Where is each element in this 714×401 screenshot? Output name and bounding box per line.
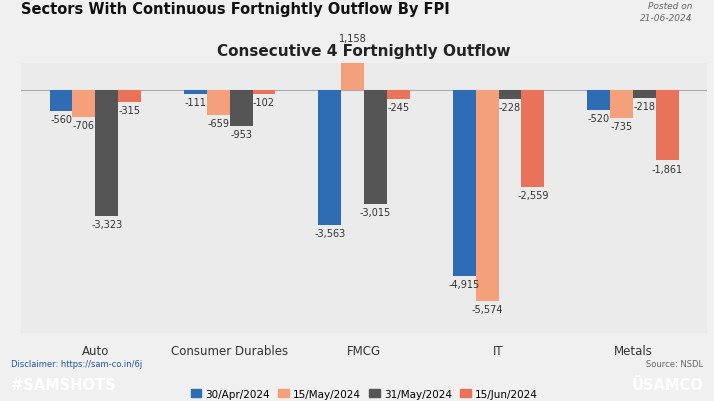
Text: -3,015: -3,015 (360, 208, 391, 218)
Text: -228: -228 (499, 102, 521, 112)
Text: -3,563: -3,563 (314, 229, 346, 239)
Title: Consecutive 4 Fortnightly Outflow: Consecutive 4 Fortnightly Outflow (217, 44, 511, 59)
Text: -245: -245 (388, 103, 409, 113)
Bar (521, 91, 544, 188)
Bar (633, 91, 655, 99)
Text: Disclaimer: https://sam-co.in/6j: Disclaimer: https://sam-co.in/6j (11, 359, 142, 368)
Bar (73, 91, 96, 117)
Bar (387, 91, 410, 100)
Text: -520: -520 (588, 113, 610, 124)
Text: -315: -315 (119, 105, 141, 115)
Bar (364, 91, 387, 205)
Bar (230, 91, 253, 127)
Bar (207, 91, 230, 115)
Text: #SAMSHOTS: #SAMSHOTS (11, 377, 116, 392)
Bar (610, 91, 633, 118)
Text: Sectors With Continuous Fortnightly Outflow By FPI: Sectors With Continuous Fortnightly Outf… (21, 2, 450, 17)
Text: -659: -659 (207, 119, 229, 129)
Bar (119, 91, 141, 103)
Bar (476, 91, 498, 302)
Text: 1,158: 1,158 (339, 34, 366, 44)
Text: Source: NSDL: Source: NSDL (646, 359, 703, 368)
Bar (341, 47, 364, 91)
Text: ÜSAMCO: ÜSAMCO (632, 377, 703, 392)
Text: -706: -706 (73, 120, 95, 130)
Bar (96, 91, 119, 217)
Text: -102: -102 (253, 97, 275, 107)
Bar (50, 91, 73, 112)
Text: Posted on
21-06-2024: Posted on 21-06-2024 (640, 2, 693, 23)
Bar (655, 91, 678, 161)
Text: -560: -560 (50, 115, 72, 125)
Text: -735: -735 (610, 122, 633, 132)
Text: -111: -111 (184, 98, 206, 108)
Text: -218: -218 (633, 102, 655, 112)
Text: -5,574: -5,574 (471, 305, 503, 314)
Text: -1,861: -1,861 (652, 164, 683, 174)
Text: -4,915: -4,915 (448, 279, 480, 290)
Bar (253, 91, 276, 95)
Bar (318, 91, 341, 225)
Text: -3,323: -3,323 (91, 219, 122, 229)
Text: -2,559: -2,559 (517, 190, 548, 200)
Legend: 30/Apr/2024, 15/May/2024, 31/May/2024, 15/Jun/2024: 30/Apr/2024, 15/May/2024, 31/May/2024, 1… (186, 385, 542, 401)
Bar (498, 91, 521, 99)
Bar (587, 91, 610, 110)
Text: -953: -953 (230, 130, 252, 140)
Bar (184, 91, 207, 95)
Bar (453, 91, 476, 277)
